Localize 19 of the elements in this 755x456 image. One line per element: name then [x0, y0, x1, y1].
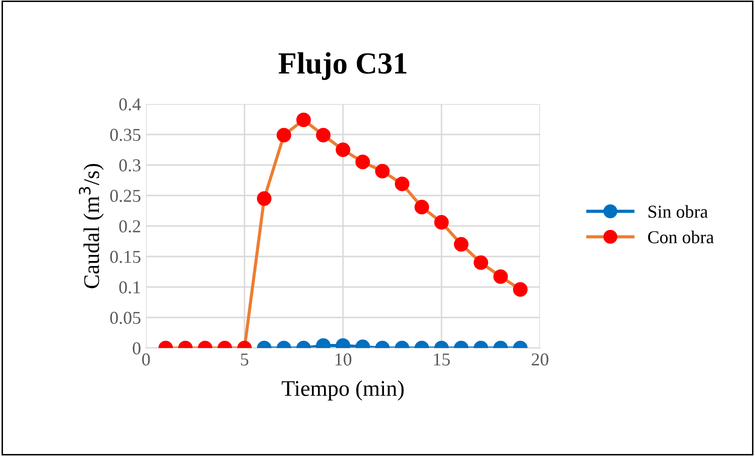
y-tick-label: 0.25: [110, 190, 140, 202]
x-tick-label: 10: [336, 353, 352, 366]
x-tick-label: 5: [241, 354, 248, 366]
chart-title: Flujo C31: [278, 52, 406, 80]
y-axis-title: Caudal (m$^{3}$/s): [78, 164, 104, 288]
y-tick-label: 0.4: [119, 98, 141, 111]
legend-label: Con obra: [648, 230, 714, 244]
y-tick-label: 0.3: [119, 159, 140, 172]
y-tick-label: 0.35: [110, 128, 140, 142]
y-tick-label: 0.2: [119, 220, 140, 233]
y-tick-label: 0.15: [110, 250, 140, 264]
y-tick-label: 0.1: [119, 281, 140, 294]
x-tick-label: 20: [532, 353, 548, 366]
y-tick-label: 0.05: [110, 312, 140, 324]
x-tick-label: 0: [142, 353, 150, 366]
y-tick-label: 0: [132, 342, 140, 354]
x-tick-label: 15: [434, 353, 450, 366]
legend-label: Sin obra: [648, 205, 708, 218]
x-axis-title: Tiempo (min): [282, 380, 404, 400]
